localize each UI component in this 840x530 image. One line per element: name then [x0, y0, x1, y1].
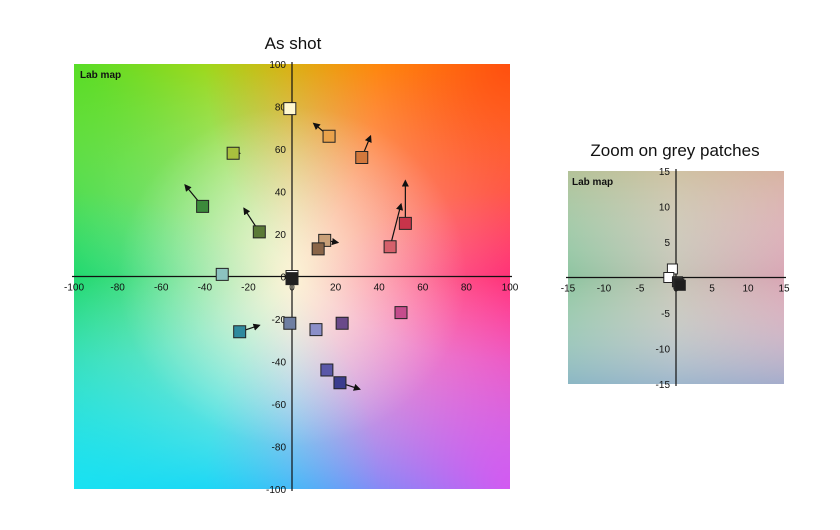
map-label: Lab map: [572, 177, 613, 188]
y-tick-label: -100: [266, 485, 286, 496]
patch-marker: [322, 129, 336, 143]
x-tick-label: 5: [709, 284, 715, 295]
patch-marker: [394, 306, 408, 320]
x-tick-label: 0: [289, 283, 295, 294]
x-tick-label: -5: [636, 284, 645, 295]
y-tick-label: -80: [272, 443, 287, 454]
x-tick-label: 15: [778, 284, 790, 295]
y-tick-label: -20: [272, 315, 287, 326]
patch-marker: [285, 272, 299, 286]
x-tick-label: -60: [154, 283, 169, 294]
patch-marker: [383, 240, 397, 254]
chart-title-zoom: Zoom on grey patches: [590, 141, 760, 160]
patch-marker: [674, 279, 686, 291]
x-tick-label: -100: [64, 283, 84, 294]
chart-zoom-grey: Lab map -15-15-10-10-5-5005510101515: [561, 167, 790, 391]
y-tick-label: -5: [661, 309, 670, 320]
patch-marker: [283, 102, 297, 116]
patch-marker: [309, 323, 323, 337]
x-tick-label: -15: [561, 284, 576, 295]
y-tick-label: -60: [272, 400, 287, 411]
shift-arrow: [363, 134, 372, 153]
y-tick-label: 60: [275, 145, 287, 156]
shift-arrow: [184, 184, 200, 203]
patch-marker: [226, 146, 240, 160]
y-tick-label: 0: [280, 273, 286, 284]
y-tick-label: 5: [664, 238, 670, 249]
x-tick-label: -80: [110, 283, 125, 294]
y-tick-label: 100: [269, 60, 286, 71]
y-tick-label: 20: [275, 230, 287, 241]
shift-arrow: [243, 207, 257, 228]
shift-arrow: [245, 323, 261, 331]
x-tick-label: 20: [330, 283, 342, 294]
patch-marker: [320, 363, 334, 377]
x-tick-label: 100: [502, 283, 519, 294]
y-tick-label: -40: [272, 358, 287, 369]
y-tick-label: -10: [656, 345, 671, 356]
patch-marker: [196, 199, 210, 213]
x-tick-label: -20: [241, 283, 256, 294]
patch-marker: [335, 316, 349, 330]
y-tick-label: 40: [275, 188, 287, 199]
patch-marker: [215, 267, 229, 281]
x-tick-label: -10: [597, 284, 612, 295]
patch-marker: [283, 316, 297, 330]
x-tick-label: 10: [742, 284, 754, 295]
patch-marker: [311, 242, 325, 256]
x-tick-label: 80: [461, 283, 473, 294]
shift-arrow: [345, 383, 361, 391]
chart-title-as-shot: As shot: [264, 34, 322, 53]
x-tick-label: -40: [198, 283, 213, 294]
x-tick-label: 60: [417, 283, 429, 294]
chart-as-shot: Lab map -100 -100 -80 -80 -60 -60 -40 -40 -20 -20…: [64, 60, 519, 496]
map-label: Lab map: [80, 70, 121, 81]
patch-marker: [355, 151, 369, 164]
patch-marker: [398, 216, 412, 230]
y-tick-label: 80: [275, 103, 287, 114]
patch-marker: [252, 225, 266, 239]
patch-marker: [233, 325, 247, 339]
y-tick-label: 10: [659, 203, 671, 214]
y-tick-label: -15: [656, 380, 671, 391]
x-tick-label: 40: [374, 283, 386, 294]
y-tick-label: 15: [659, 167, 671, 178]
shift-arrow: [330, 238, 340, 246]
patch-marker: [333, 376, 347, 390]
shift-arrow: [391, 202, 404, 242]
